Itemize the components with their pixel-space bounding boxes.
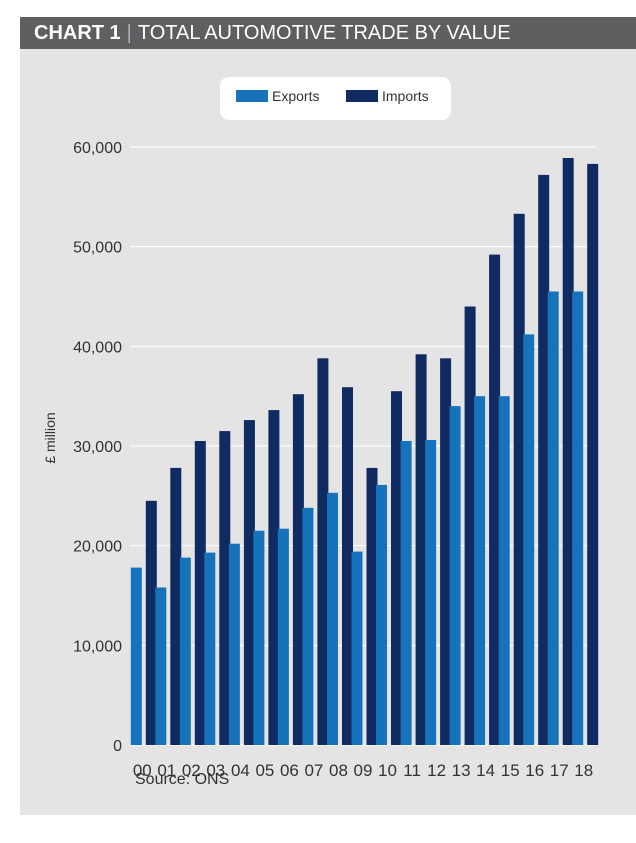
- legend-exports-label: Exports: [272, 88, 319, 104]
- x-tick-label: 06: [280, 761, 299, 780]
- chart-header: CHART 1 | TOTAL AUTOMOTIVE TRADE BY VALUE: [20, 17, 636, 49]
- x-tick-label: 12: [427, 761, 446, 780]
- bars: [130, 158, 599, 746]
- x-tick-label: 17: [550, 761, 569, 780]
- x-tick-label: 15: [501, 761, 520, 780]
- y-tick-labels: 0 10,000 20,000 30,000 40,000 50,000 60,000: [73, 140, 122, 755]
- source-note: Source: ONS: [135, 771, 230, 788]
- y-tick-label: 30,000: [73, 439, 122, 456]
- imports-bar-07: [317, 358, 329, 745]
- imports-bar-06: [292, 394, 304, 745]
- imports-bar-09: [366, 467, 378, 745]
- imports-bar-15: [513, 213, 525, 746]
- imports-bar-11: [415, 354, 427, 745]
- imports-bar-01: [170, 467, 182, 745]
- x-tick-label: 18: [574, 761, 593, 780]
- exports-bar-01: [155, 587, 167, 745]
- x-tick-label: 10: [378, 761, 397, 780]
- imports-bar-02: [194, 441, 206, 745]
- x-tick-label: 04: [231, 761, 250, 780]
- chart-title: TOTAL AUTOMOTIVE TRADE BY VALUE: [137, 22, 511, 44]
- exports-bar-16: [523, 334, 535, 745]
- y-axis-label: £ million: [42, 412, 58, 463]
- y-tick-label: 50,000: [73, 240, 122, 257]
- x-tick-label: 09: [354, 761, 373, 780]
- x-tick-label: 08: [329, 761, 348, 780]
- imports-bar-13: [464, 306, 476, 745]
- imports-bar-04: [243, 420, 255, 745]
- legend-exports-swatch: [236, 90, 268, 102]
- imports-bar-05: [268, 410, 280, 745]
- exports-bar-03: [204, 552, 216, 745]
- exports-bar-09: [351, 551, 363, 745]
- y-tick-label: 0: [113, 738, 122, 755]
- x-tick-label: 16: [525, 761, 544, 780]
- x-tick-label: 00: [133, 761, 152, 780]
- x-tick-label: 07: [304, 761, 323, 780]
- x-tick-label: 03: [206, 761, 225, 780]
- exports-bar-10: [376, 484, 387, 745]
- exports-bar-08: [327, 492, 338, 745]
- exports-bar-11: [400, 441, 412, 745]
- x-tick-label: 05: [255, 761, 274, 780]
- x-tick-label: 14: [476, 761, 495, 780]
- exports-bar-12: [425, 440, 437, 745]
- x-tick-label: 13: [452, 761, 471, 780]
- imports-bar-17: [562, 158, 574, 745]
- exports-bar-05: [253, 530, 265, 745]
- x-tick-label: 01: [157, 761, 176, 780]
- legend-imports-swatch: [346, 90, 378, 102]
- imports-bar-16: [538, 174, 550, 745]
- imports-bar-12: [440, 358, 452, 745]
- exports-bar-07: [302, 507, 314, 745]
- exports-bar-06: [277, 528, 289, 745]
- y-tick-label: 20,000: [73, 539, 122, 556]
- exports-bar-02: [179, 557, 191, 745]
- legend-items: Exports Imports: [236, 88, 429, 104]
- imports-bar-03: [219, 431, 231, 745]
- exports-bar-18: [572, 291, 584, 745]
- exports-bar-17: [547, 291, 559, 745]
- imports-bar-18: [587, 163, 599, 745]
- legend-imports-label: Imports: [382, 88, 429, 104]
- header-separator: |: [126, 22, 132, 44]
- exports-bar-00: [130, 567, 142, 745]
- exports-bar-13: [449, 406, 461, 745]
- imports-bar-08: [342, 387, 353, 745]
- imports-bar-10: [391, 391, 402, 745]
- exports-bar-04: [228, 543, 240, 745]
- imports-bar-14: [489, 254, 501, 745]
- chart-number: CHART 1: [34, 22, 121, 44]
- y-tick-label: 60,000: [73, 140, 122, 157]
- imports-bar-00: [145, 500, 157, 745]
- x-tick-labels: 00 01 02 03 04 05 06 07 08 09 10 11 12 13 14 15 16 17 18: [133, 761, 593, 780]
- exports-bar-15: [498, 396, 510, 745]
- x-tick-label: 11: [403, 761, 421, 780]
- x-tick-label: 02: [182, 761, 201, 780]
- y-tick-label: 10,000: [73, 638, 122, 655]
- exports-bar-14: [474, 396, 486, 745]
- y-tick-label: 40,000: [73, 339, 122, 356]
